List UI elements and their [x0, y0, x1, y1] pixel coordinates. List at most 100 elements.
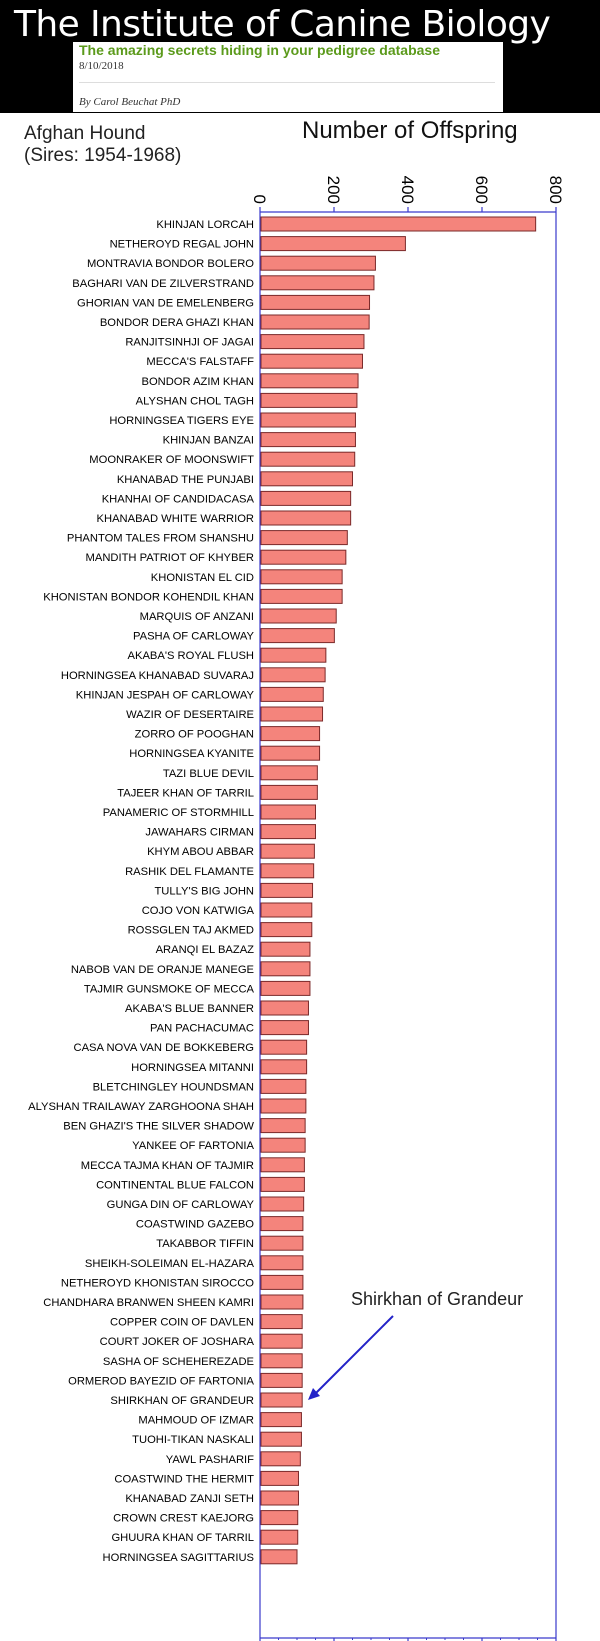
bar	[260, 1000, 309, 1016]
bar	[260, 686, 324, 702]
category-label: ARANQI EL BAZAZ	[156, 944, 255, 956]
bar	[260, 863, 315, 879]
category-label: HORNINGSEA SAGITTARIUS	[103, 1552, 254, 1564]
category-label: COASTWIND THE HERMIT	[114, 1473, 254, 1485]
category-label: PANAMERIC OF STORMHILL	[103, 807, 254, 819]
category-label: MONTRAVIA BONDOR BOLERO	[87, 258, 254, 270]
category-label: NETHEROYD KHONISTAN SIROCCO	[61, 1277, 254, 1289]
category-label: KHONISTAN EL CID	[151, 572, 254, 584]
bar	[260, 216, 537, 232]
bar	[260, 1176, 305, 1192]
bar	[260, 1274, 304, 1290]
bar	[260, 1020, 309, 1036]
category-label: MECCA'S FALSTAFF	[146, 356, 254, 368]
bar	[260, 1353, 303, 1369]
bar	[260, 941, 311, 957]
bar	[260, 1549, 298, 1565]
bar	[260, 1294, 304, 1310]
category-label: TUOHI-TIKAN NASKALI	[132, 1434, 254, 1446]
x-tick-label: 0	[250, 195, 269, 204]
category-label: BEN GHAZI'S THE SILVER SHADOW	[63, 1121, 254, 1133]
category-label: HORNINGSEA KYANITE	[129, 748, 254, 760]
chart-subtitle-line-2: (Sires: 1954-1968)	[24, 145, 181, 166]
category-label: JAWAHARS CIRMAN	[145, 827, 254, 839]
bar	[260, 373, 359, 389]
category-label: PAN PACHACUMAC	[150, 1023, 254, 1035]
category-label: HORNINGSEA MITANNI	[131, 1062, 254, 1074]
category-label: COASTWIND GAZEBO	[136, 1219, 254, 1231]
category-label: COPPER COIN OF DAVLEN	[110, 1317, 254, 1329]
category-label: GHUURA KHAN OF TARRIL	[111, 1532, 254, 1544]
category-label: NETHEROYD REGAL JOHN	[110, 239, 254, 251]
category-label: TAKABBOR TIFFIN	[156, 1238, 254, 1250]
bar	[260, 1039, 308, 1055]
bar	[260, 490, 352, 506]
bar	[260, 608, 337, 624]
bar	[260, 1235, 304, 1251]
bar	[260, 902, 313, 918]
category-label: COJO VON KATWIGA	[142, 905, 255, 917]
bar	[260, 1216, 304, 1232]
category-label: TAJEER KHAN OF TARRIL	[117, 787, 254, 799]
x-tick-label: 800	[546, 176, 565, 204]
category-label: MAHMOUD OF IZMAR	[138, 1415, 254, 1427]
x-tick-label: 400	[398, 176, 417, 204]
bar	[260, 1451, 301, 1467]
category-label: TAZI BLUE DEVIL	[163, 768, 254, 780]
category-label: BONDOR AZIM KHAN	[141, 376, 254, 388]
category-label: KHANABAD WHITE WARRIOR	[97, 513, 254, 525]
bar	[260, 530, 348, 546]
bar	[260, 392, 358, 408]
bar	[260, 647, 327, 663]
bar	[260, 471, 353, 487]
annotation: Shirkhan of Grandeur	[308, 1289, 523, 1400]
bar	[260, 314, 370, 330]
category-label: PASHA OF CARLOWAY	[133, 631, 255, 643]
bar	[260, 1470, 299, 1486]
bar	[260, 1196, 305, 1212]
chart-subtitle-line-1: Afghan Hound	[24, 123, 146, 144]
bar	[260, 1157, 305, 1173]
category-label: MARQUIS OF ANZANI	[140, 611, 254, 623]
bar	[260, 922, 313, 938]
category-label: ZORRO OF POOGHAN	[135, 729, 254, 741]
bar	[260, 1372, 303, 1388]
category-label: TAJMIR GUNSMOKE OF MECCA	[84, 983, 255, 995]
category-label: AKABA'S BLUE BANNER	[125, 1003, 254, 1015]
bar	[260, 726, 321, 742]
bars	[260, 216, 537, 1565]
annotation-label: Shirkhan of Grandeur	[351, 1289, 523, 1309]
category-label: CROWN CREST KAEJORG	[113, 1513, 254, 1525]
post-title[interactable]: The amazing secrets hiding in your pedig…	[79, 42, 440, 58]
category-label: COURT JOKER OF JOSHARA	[100, 1336, 255, 1348]
category-label: BLETCHINGLEY HOUNDSMAN	[93, 1081, 254, 1093]
x-axis-ticks: 0 200 400 600 800	[250, 176, 565, 1641]
bar	[260, 804, 316, 820]
bar	[260, 1490, 299, 1506]
category-label: KHINJAN JESPAH OF CARLOWAY	[76, 689, 255, 701]
bar	[260, 1078, 307, 1094]
category-label: ORMEROD BAYEZID OF FARTONIA	[68, 1375, 254, 1387]
bar	[260, 961, 311, 977]
category-label: KHINJAN BANZAI	[163, 435, 254, 447]
bar	[260, 882, 314, 898]
bar	[260, 1059, 308, 1075]
category-label: AKABA'S ROYAL FLUSH	[128, 650, 254, 662]
site-title[interactable]: The Institute of Canine Biology	[14, 4, 551, 45]
bar	[260, 1529, 299, 1545]
bar	[260, 1137, 306, 1153]
bar	[260, 1255, 304, 1271]
bar	[260, 824, 316, 840]
bar	[260, 432, 356, 448]
post-divider	[79, 82, 495, 83]
post-date: 8/10/2018	[79, 60, 124, 72]
category-label: PHANTOM TALES FROM SHANSHU	[67, 533, 254, 545]
x-tick-label: 200	[324, 176, 343, 204]
bar	[260, 843, 315, 859]
category-label: KHONISTAN BONDOR KOHENDIL KHAN	[43, 591, 254, 603]
category-label: KHINJAN LORCAH	[156, 219, 254, 231]
bar	[260, 255, 376, 271]
bar	[260, 549, 347, 565]
x-tick-label: 600	[472, 176, 491, 204]
category-label: SHIRKHAN OF GRANDEUR	[110, 1395, 254, 1407]
